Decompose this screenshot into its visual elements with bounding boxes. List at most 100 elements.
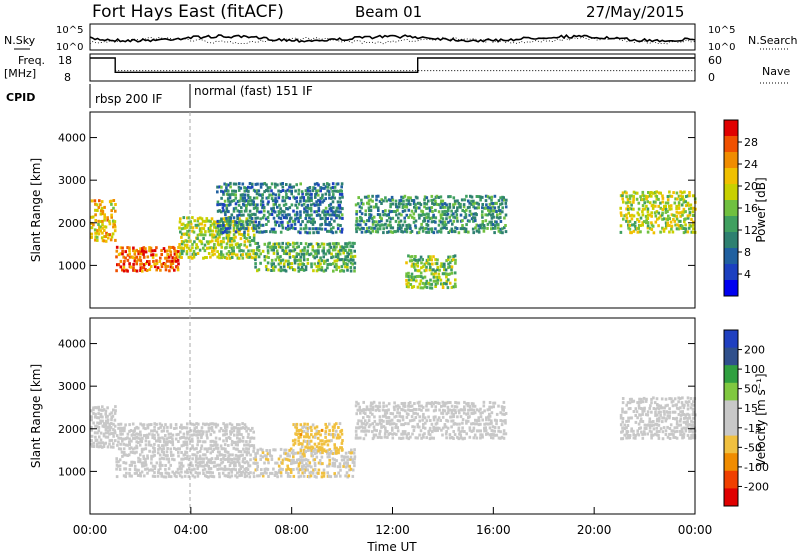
echo-cell (488, 206, 491, 210)
echo-cell (335, 206, 339, 210)
echo-cell (371, 229, 375, 233)
echo-cell (350, 251, 353, 255)
echo-cell (119, 422, 123, 426)
echo-cell (650, 221, 653, 225)
echo-cell (627, 416, 630, 420)
echo-cell (240, 206, 243, 210)
echo-cell (324, 217, 328, 220)
echo-cell (129, 429, 133, 432)
colorbar-segment (724, 120, 738, 137)
echo-cell (124, 461, 128, 465)
echo-cell (410, 272, 414, 276)
echo-cell (297, 220, 300, 224)
echo-cell (412, 411, 415, 415)
echo-cell (138, 443, 142, 447)
echo-cell (310, 445, 313, 449)
echo-cell (96, 425, 99, 429)
echo-cell (340, 182, 344, 186)
echo-cell (625, 213, 628, 217)
echo-cell (344, 265, 347, 269)
echo-cell (441, 404, 445, 408)
echo-cell (454, 210, 458, 214)
echo-cell (239, 186, 243, 190)
echo-cell (650, 401, 653, 405)
echo-cell (194, 460, 198, 464)
echo-cell (264, 467, 268, 471)
echo-cell (98, 435, 101, 439)
echo-cell (475, 436, 479, 440)
echo-cell (259, 472, 263, 476)
echo-cell (241, 426, 245, 430)
echo-cell (355, 412, 358, 416)
echo-cell (123, 426, 126, 430)
echo-cell (349, 266, 353, 269)
echo-cell (484, 213, 487, 217)
echo-cell (333, 433, 337, 437)
echo-cell (453, 422, 457, 426)
echo-cell (502, 429, 506, 433)
echo-cell (225, 186, 228, 190)
echo-cell (644, 413, 648, 417)
echo-cell (148, 468, 151, 472)
echo-cell (344, 245, 347, 249)
echo-cell (360, 219, 364, 223)
echo-cell (432, 198, 436, 202)
echo-cell (101, 415, 104, 419)
echo-cell (184, 226, 187, 230)
echo-cell (385, 199, 388, 203)
echo-cell (135, 425, 138, 429)
echo-cell (629, 214, 632, 218)
echo-cell (504, 205, 508, 209)
echo-cell (183, 443, 187, 446)
echo-cell (90, 221, 94, 225)
echo-cell (646, 207, 650, 211)
echo-cell (283, 451, 286, 455)
echo-cell (102, 432, 106, 436)
echo-cell (360, 201, 364, 205)
echo-cell (500, 435, 504, 439)
echo-cell (675, 420, 679, 424)
echo-cell (441, 199, 445, 203)
echo-cell (488, 202, 492, 206)
echo-cell (369, 198, 372, 202)
echo-cell (690, 217, 693, 221)
echo-cell (151, 253, 155, 257)
echo-cell (679, 219, 682, 223)
echo-cell (219, 230, 223, 234)
echo-cell (488, 414, 492, 418)
echo-cell (266, 261, 270, 265)
echo-cell (380, 219, 383, 223)
echo-cell (294, 227, 297, 231)
echo-cell (297, 439, 300, 443)
echo-cell (196, 465, 200, 468)
echo-cell (168, 259, 171, 263)
echo-cell (95, 444, 99, 448)
echo-cell (634, 414, 637, 417)
echo-cell (292, 458, 295, 462)
echo-cell (309, 425, 313, 429)
echo-cell (479, 415, 483, 419)
echo-cell (337, 265, 341, 269)
echo-cell (452, 412, 455, 416)
echo-cell (434, 269, 437, 273)
echo-cell (162, 247, 166, 251)
echo-cell (315, 252, 319, 256)
echo-cell (339, 210, 342, 214)
echo-cell (102, 422, 106, 426)
echo-cell (298, 268, 302, 272)
echo-cell (400, 408, 403, 411)
echo-cell (661, 196, 665, 200)
echo-cell (187, 223, 190, 227)
velocity-cbar-label: Velocity [m s⁻¹] (754, 373, 768, 466)
echo-cell (641, 407, 644, 411)
echo-cell (239, 454, 243, 458)
echo-cell (200, 444, 204, 448)
echo-cell (236, 430, 239, 434)
x-tick-label: 16:00 (476, 523, 511, 537)
echo-cell (306, 439, 310, 443)
echo-cell (427, 215, 430, 219)
echo-cell (158, 464, 162, 467)
echo-cell (312, 468, 315, 472)
echo-cell (389, 230, 393, 234)
echo-cell (315, 475, 318, 479)
